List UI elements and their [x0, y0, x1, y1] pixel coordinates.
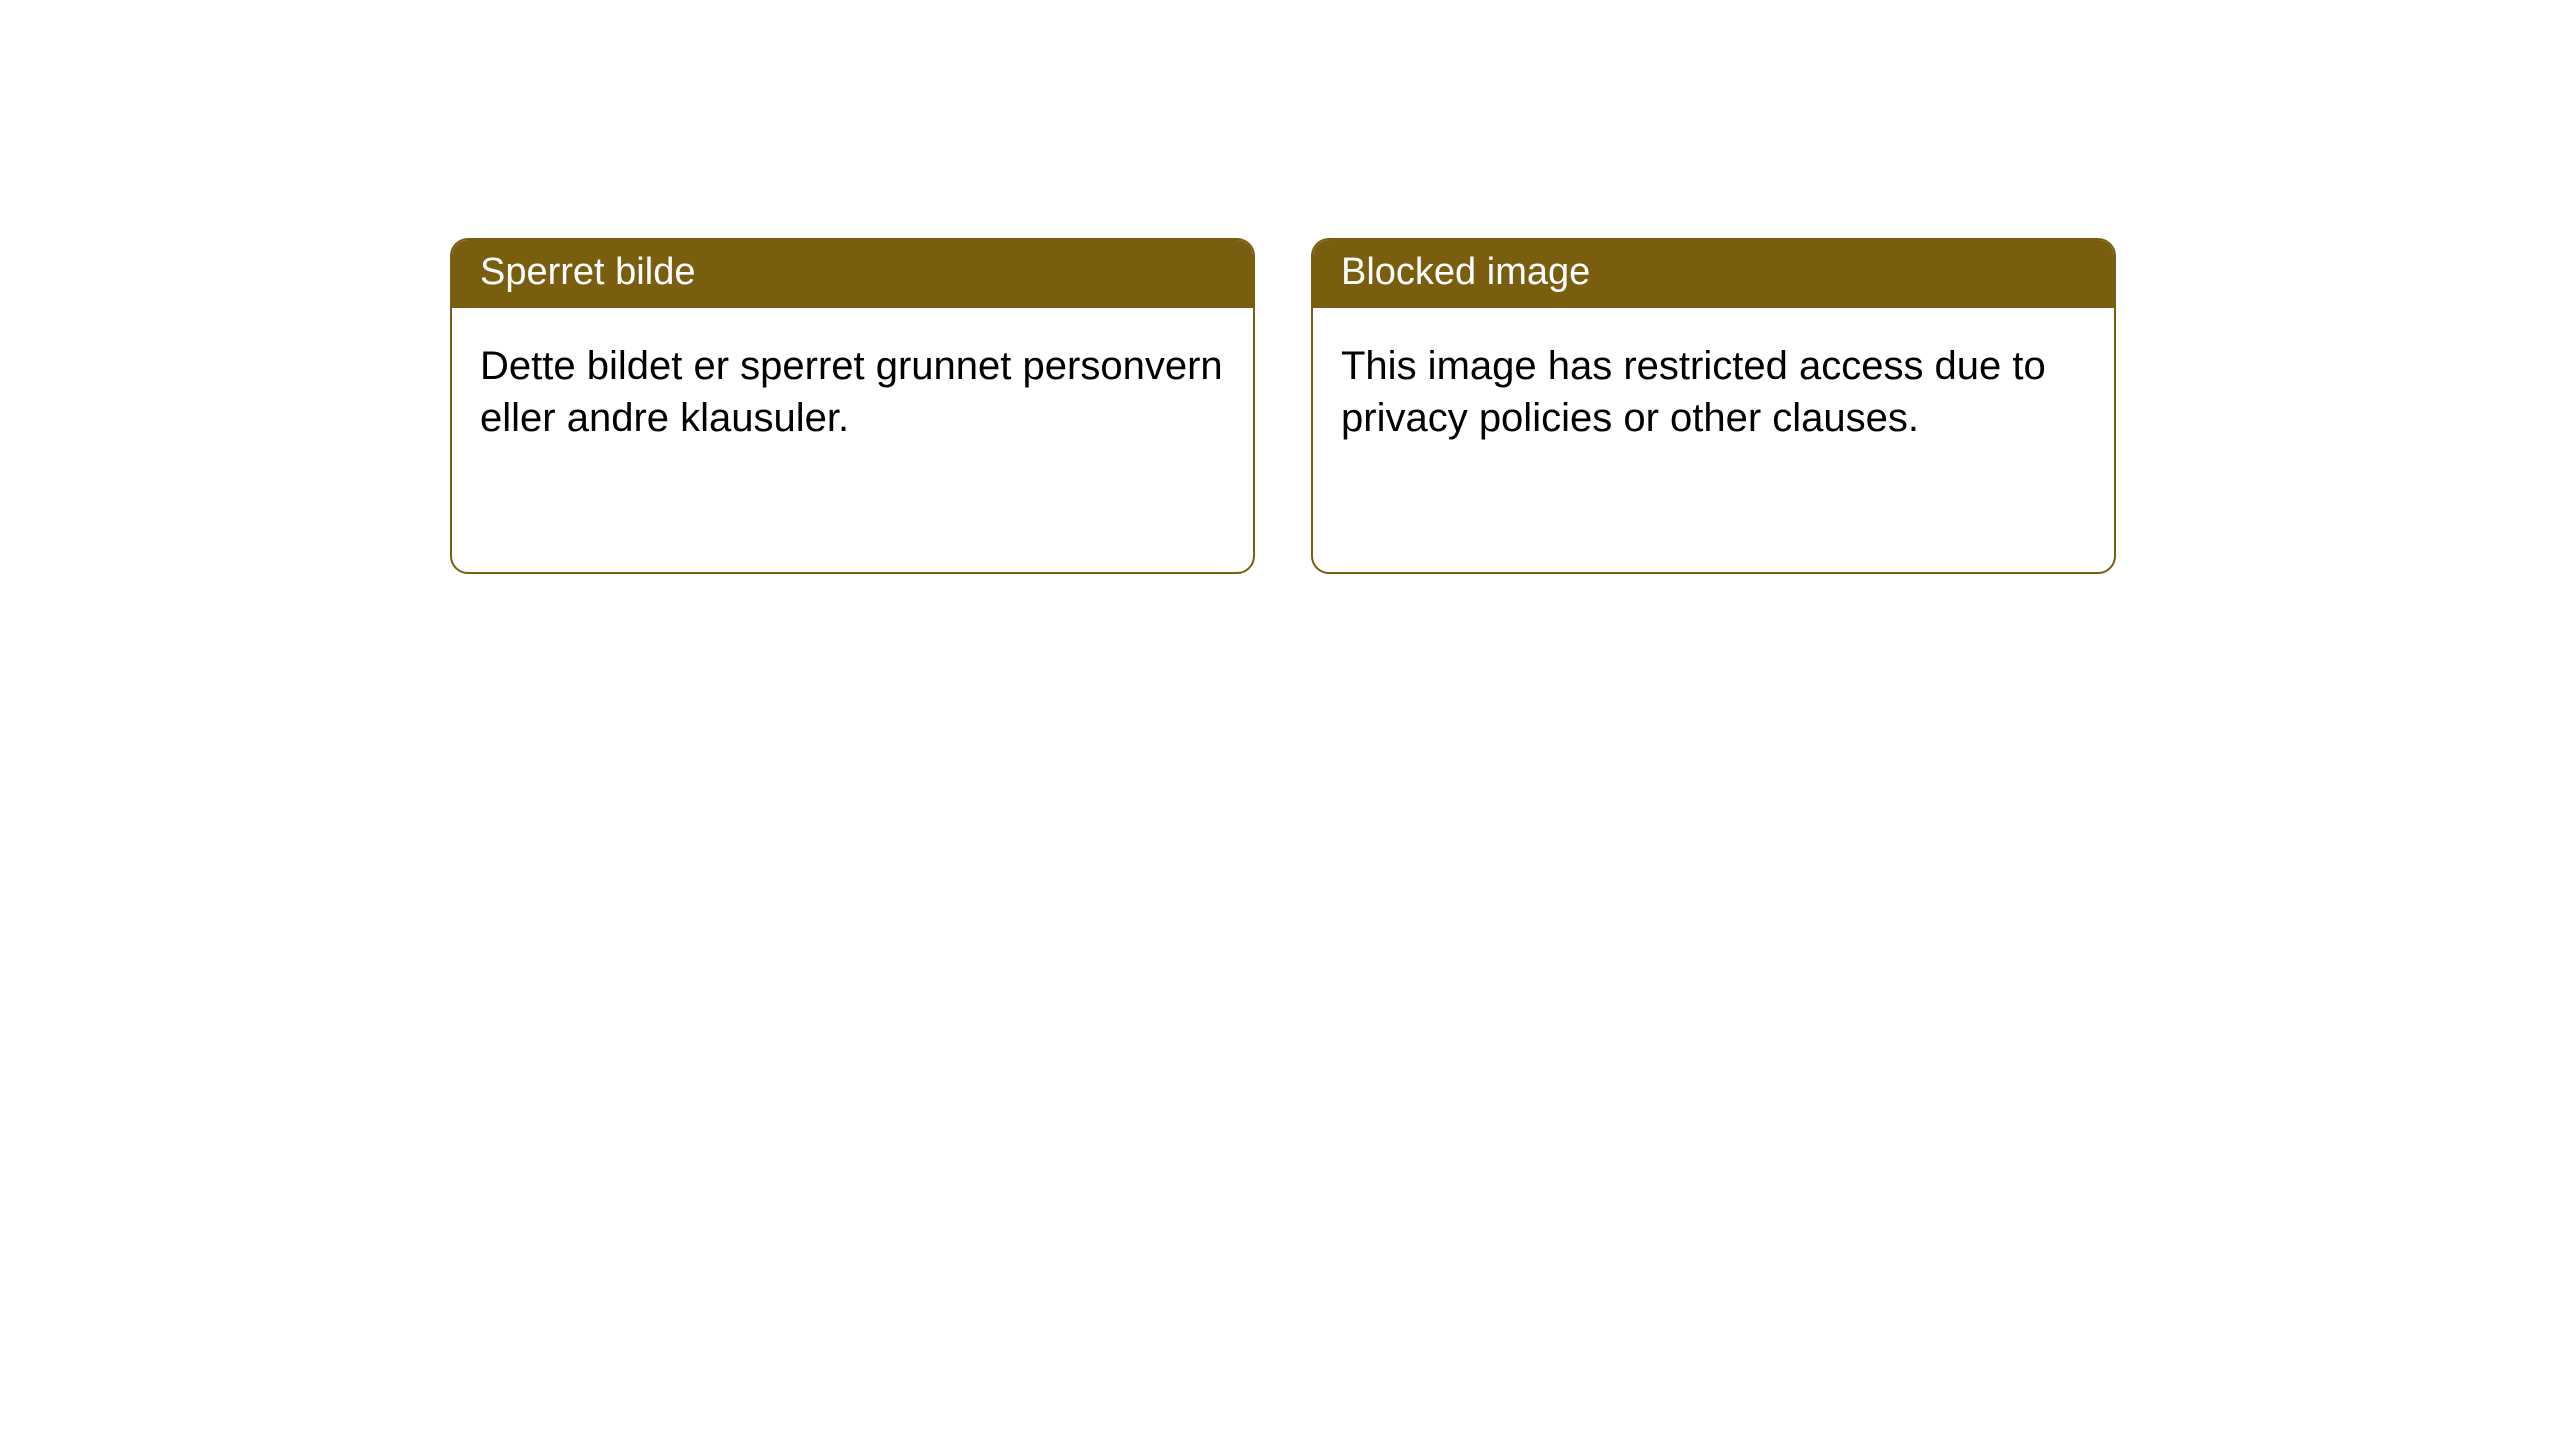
card-body-text: Dette bildet er sperret grunnet personve… [480, 344, 1223, 440]
card-body: This image has restricted access due to … [1313, 308, 2114, 476]
card-body: Dette bildet er sperret grunnet personve… [452, 308, 1253, 476]
notice-card-norwegian: Sperret bilde Dette bildet er sperret gr… [450, 238, 1255, 574]
notice-card-english: Blocked image This image has restricted … [1311, 238, 2116, 574]
notice-container: Sperret bilde Dette bildet er sperret gr… [0, 0, 2560, 574]
card-title: Sperret bilde [480, 251, 695, 293]
card-body-text: This image has restricted access due to … [1341, 344, 2046, 440]
card-header: Blocked image [1313, 240, 2114, 308]
card-title: Blocked image [1341, 251, 1590, 293]
card-header: Sperret bilde [452, 240, 1253, 308]
